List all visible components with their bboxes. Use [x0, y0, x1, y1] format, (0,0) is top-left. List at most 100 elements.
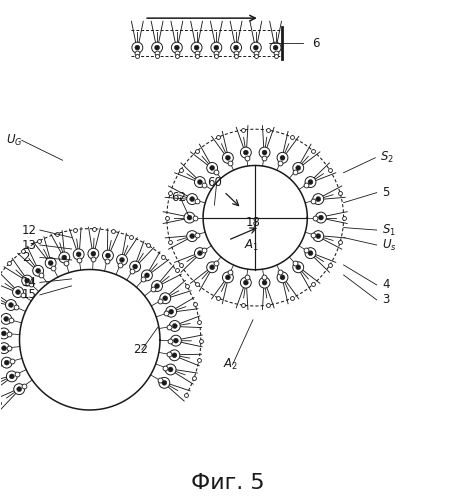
Circle shape	[144, 273, 149, 278]
Circle shape	[168, 310, 173, 314]
Circle shape	[184, 212, 194, 223]
Text: $S_{1}$: $S_{1}$	[381, 222, 395, 238]
Circle shape	[171, 42, 182, 53]
Circle shape	[1, 346, 6, 350]
Circle shape	[315, 212, 326, 223]
Circle shape	[243, 150, 248, 155]
Circle shape	[172, 353, 177, 358]
Circle shape	[174, 45, 179, 50]
Circle shape	[211, 42, 221, 53]
Circle shape	[132, 264, 137, 269]
Circle shape	[269, 42, 280, 53]
Circle shape	[102, 250, 113, 261]
Circle shape	[209, 265, 214, 270]
Circle shape	[243, 280, 248, 285]
Circle shape	[35, 268, 40, 273]
Circle shape	[162, 296, 167, 300]
Circle shape	[151, 280, 162, 291]
Circle shape	[318, 215, 323, 220]
Text: 6: 6	[311, 36, 318, 50]
Circle shape	[141, 270, 152, 281]
Circle shape	[189, 196, 194, 202]
Circle shape	[76, 252, 81, 257]
Circle shape	[312, 194, 323, 204]
Circle shape	[233, 45, 238, 50]
Circle shape	[304, 176, 315, 188]
Circle shape	[186, 194, 197, 204]
Circle shape	[45, 258, 56, 268]
Text: $A_{1}$: $A_{1}$	[243, 238, 258, 252]
Text: 2: 2	[22, 251, 29, 264]
Circle shape	[191, 42, 202, 53]
Circle shape	[295, 166, 300, 170]
Circle shape	[253, 45, 258, 50]
Circle shape	[88, 248, 99, 259]
Circle shape	[206, 162, 217, 173]
Circle shape	[170, 335, 181, 346]
Circle shape	[304, 248, 315, 258]
Circle shape	[131, 42, 142, 53]
Circle shape	[292, 162, 303, 173]
Circle shape	[189, 234, 194, 238]
Text: 15: 15	[22, 288, 36, 302]
Circle shape	[9, 302, 13, 308]
Circle shape	[315, 196, 320, 202]
Circle shape	[159, 293, 170, 304]
Text: $A_{2}$: $A_{2}$	[223, 357, 238, 372]
Circle shape	[225, 156, 230, 160]
Circle shape	[279, 156, 284, 160]
Circle shape	[312, 230, 323, 241]
Circle shape	[209, 166, 214, 170]
Circle shape	[162, 380, 167, 386]
Circle shape	[152, 42, 162, 53]
Circle shape	[262, 280, 267, 285]
Circle shape	[194, 176, 205, 188]
Circle shape	[10, 374, 14, 379]
Circle shape	[258, 277, 269, 288]
Circle shape	[225, 275, 230, 280]
Circle shape	[258, 147, 269, 158]
Circle shape	[186, 230, 197, 241]
Circle shape	[0, 328, 9, 339]
Circle shape	[295, 265, 300, 270]
Circle shape	[33, 266, 44, 276]
Circle shape	[91, 252, 96, 256]
Circle shape	[15, 290, 20, 294]
Text: 4: 4	[381, 278, 389, 291]
Text: $U_{G}$: $U_{G}$	[6, 133, 22, 148]
Circle shape	[240, 147, 251, 158]
Circle shape	[277, 152, 287, 163]
Circle shape	[292, 262, 303, 272]
Circle shape	[197, 250, 202, 256]
Text: 60: 60	[207, 176, 222, 189]
Circle shape	[22, 275, 33, 286]
Text: 62: 62	[171, 191, 186, 204]
Circle shape	[0, 342, 10, 353]
Circle shape	[277, 272, 287, 283]
Circle shape	[1, 331, 6, 336]
Circle shape	[1, 357, 12, 368]
Circle shape	[172, 324, 177, 328]
Circle shape	[59, 252, 70, 263]
Circle shape	[262, 150, 267, 155]
Circle shape	[206, 262, 217, 272]
Circle shape	[4, 360, 9, 365]
Circle shape	[273, 45, 278, 50]
Circle shape	[169, 320, 180, 332]
Circle shape	[222, 152, 233, 163]
Circle shape	[13, 286, 23, 298]
Circle shape	[279, 275, 284, 280]
Circle shape	[6, 371, 17, 382]
Circle shape	[308, 180, 312, 184]
Circle shape	[222, 272, 233, 283]
Circle shape	[169, 350, 180, 360]
Text: 13: 13	[22, 238, 36, 252]
Circle shape	[240, 277, 251, 288]
Text: 3: 3	[381, 294, 389, 306]
Circle shape	[154, 284, 159, 288]
Circle shape	[213, 45, 218, 50]
Circle shape	[197, 180, 202, 184]
Text: 18: 18	[246, 216, 260, 229]
Text: $S_{2}$: $S_{2}$	[379, 150, 393, 166]
Circle shape	[5, 300, 16, 310]
